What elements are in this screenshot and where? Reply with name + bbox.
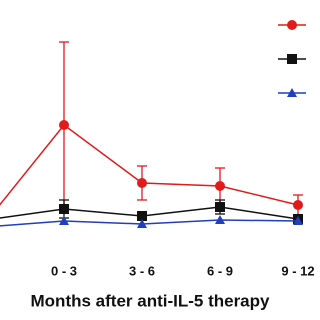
series-line <box>0 206 299 220</box>
legend-marker <box>287 88 297 97</box>
x-tick-label: 0 - 3 <box>51 263 77 278</box>
series-line <box>0 219 299 227</box>
data-point <box>293 200 303 210</box>
data-point <box>137 219 147 228</box>
data-point <box>137 178 147 188</box>
data-point <box>137 211 147 221</box>
data-point <box>59 204 69 214</box>
data-point <box>215 181 225 191</box>
data-point <box>293 216 303 225</box>
series-line <box>0 123 299 206</box>
legend-marker <box>287 20 297 30</box>
x-tick-label: 9 - 12 <box>281 263 314 278</box>
data-point <box>59 120 69 130</box>
data-point <box>215 202 225 212</box>
x-axis-label: Months after anti-IL-5 therapy <box>31 291 271 310</box>
x-tick-label: 3 - 6 <box>129 263 155 278</box>
data-point <box>215 215 225 224</box>
legend-marker <box>287 54 297 64</box>
data-point <box>59 216 69 225</box>
x-tick-label: 6 - 9 <box>207 263 233 278</box>
